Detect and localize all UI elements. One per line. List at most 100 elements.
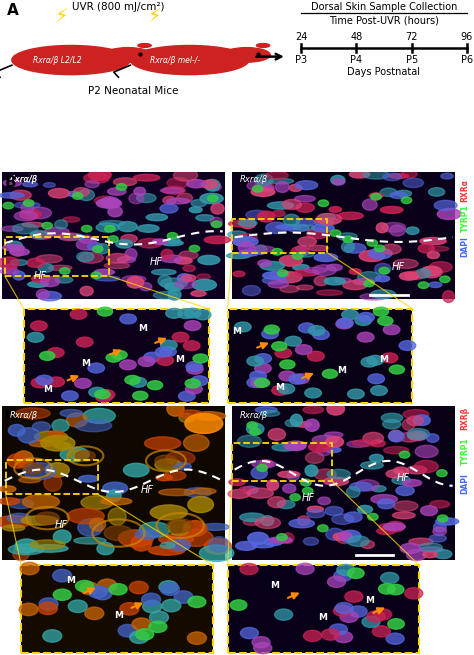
Circle shape [185, 413, 223, 434]
Ellipse shape [274, 609, 292, 620]
Ellipse shape [349, 170, 370, 178]
Ellipse shape [129, 581, 148, 593]
Ellipse shape [233, 236, 258, 247]
Ellipse shape [7, 514, 31, 523]
Ellipse shape [304, 267, 327, 273]
Ellipse shape [388, 619, 404, 629]
Ellipse shape [14, 451, 33, 467]
Text: Rxrα/β: Rxrα/β [9, 175, 37, 184]
Ellipse shape [38, 263, 54, 272]
Ellipse shape [97, 542, 114, 555]
Ellipse shape [18, 428, 40, 443]
Ellipse shape [268, 428, 285, 440]
Text: Rxrα/β mel-/-: Rxrα/β mel-/- [150, 56, 201, 65]
Ellipse shape [343, 236, 353, 242]
Ellipse shape [48, 431, 64, 438]
Ellipse shape [339, 530, 361, 542]
Ellipse shape [177, 274, 191, 283]
Ellipse shape [118, 257, 136, 263]
Text: M: M [114, 610, 123, 620]
Ellipse shape [133, 391, 148, 400]
Ellipse shape [118, 624, 137, 637]
Ellipse shape [418, 244, 435, 253]
Ellipse shape [67, 508, 104, 524]
Ellipse shape [406, 227, 419, 234]
Ellipse shape [81, 496, 113, 509]
Ellipse shape [167, 238, 181, 243]
Ellipse shape [258, 260, 271, 267]
Ellipse shape [236, 542, 256, 550]
Ellipse shape [178, 410, 203, 418]
Ellipse shape [400, 544, 420, 553]
Ellipse shape [100, 197, 119, 208]
Ellipse shape [157, 356, 173, 365]
Ellipse shape [296, 246, 307, 252]
Ellipse shape [125, 249, 137, 260]
Ellipse shape [420, 267, 442, 278]
Ellipse shape [428, 188, 445, 196]
Ellipse shape [443, 291, 455, 303]
Ellipse shape [383, 419, 401, 429]
Ellipse shape [194, 310, 211, 320]
Text: HF: HF [301, 493, 315, 502]
Ellipse shape [73, 193, 83, 199]
Ellipse shape [208, 195, 218, 202]
Ellipse shape [95, 390, 110, 399]
Bar [232, 443, 332, 481]
Ellipse shape [2, 226, 23, 231]
Text: C: C [5, 408, 16, 423]
Text: Rxrα/β: Rxrα/β [239, 175, 267, 184]
Ellipse shape [36, 375, 53, 385]
Ellipse shape [292, 253, 303, 259]
Ellipse shape [296, 219, 315, 226]
Ellipse shape [142, 593, 161, 606]
Ellipse shape [3, 202, 13, 209]
Ellipse shape [238, 242, 255, 253]
Ellipse shape [291, 414, 302, 426]
Ellipse shape [239, 487, 254, 492]
Ellipse shape [109, 584, 127, 595]
Ellipse shape [238, 250, 259, 256]
Ellipse shape [98, 579, 117, 591]
Ellipse shape [103, 482, 128, 495]
Ellipse shape [137, 225, 159, 233]
Ellipse shape [248, 533, 268, 544]
Ellipse shape [193, 354, 208, 363]
Ellipse shape [19, 210, 41, 219]
Ellipse shape [108, 206, 122, 217]
Ellipse shape [376, 223, 388, 233]
Ellipse shape [98, 307, 113, 316]
Ellipse shape [283, 484, 296, 493]
Ellipse shape [21, 202, 34, 214]
Ellipse shape [286, 224, 309, 232]
Ellipse shape [189, 246, 200, 252]
Ellipse shape [344, 512, 362, 522]
Ellipse shape [48, 189, 70, 198]
Ellipse shape [19, 477, 41, 483]
Ellipse shape [184, 309, 201, 318]
Ellipse shape [255, 182, 274, 191]
Ellipse shape [400, 451, 410, 458]
Ellipse shape [175, 279, 196, 289]
Ellipse shape [9, 424, 25, 436]
Ellipse shape [272, 444, 297, 451]
Ellipse shape [205, 179, 220, 191]
Ellipse shape [380, 188, 397, 196]
Ellipse shape [414, 460, 438, 472]
Ellipse shape [420, 238, 446, 245]
Ellipse shape [312, 224, 334, 232]
Ellipse shape [361, 462, 383, 469]
Ellipse shape [118, 221, 137, 232]
Ellipse shape [269, 537, 292, 543]
Ellipse shape [428, 246, 449, 251]
Ellipse shape [19, 603, 38, 616]
Ellipse shape [388, 431, 404, 442]
Ellipse shape [272, 342, 287, 350]
Ellipse shape [316, 214, 342, 225]
Ellipse shape [337, 318, 353, 328]
Ellipse shape [166, 451, 195, 465]
Bar [21, 565, 213, 652]
Ellipse shape [364, 280, 374, 287]
Ellipse shape [75, 420, 112, 432]
Ellipse shape [108, 188, 126, 195]
